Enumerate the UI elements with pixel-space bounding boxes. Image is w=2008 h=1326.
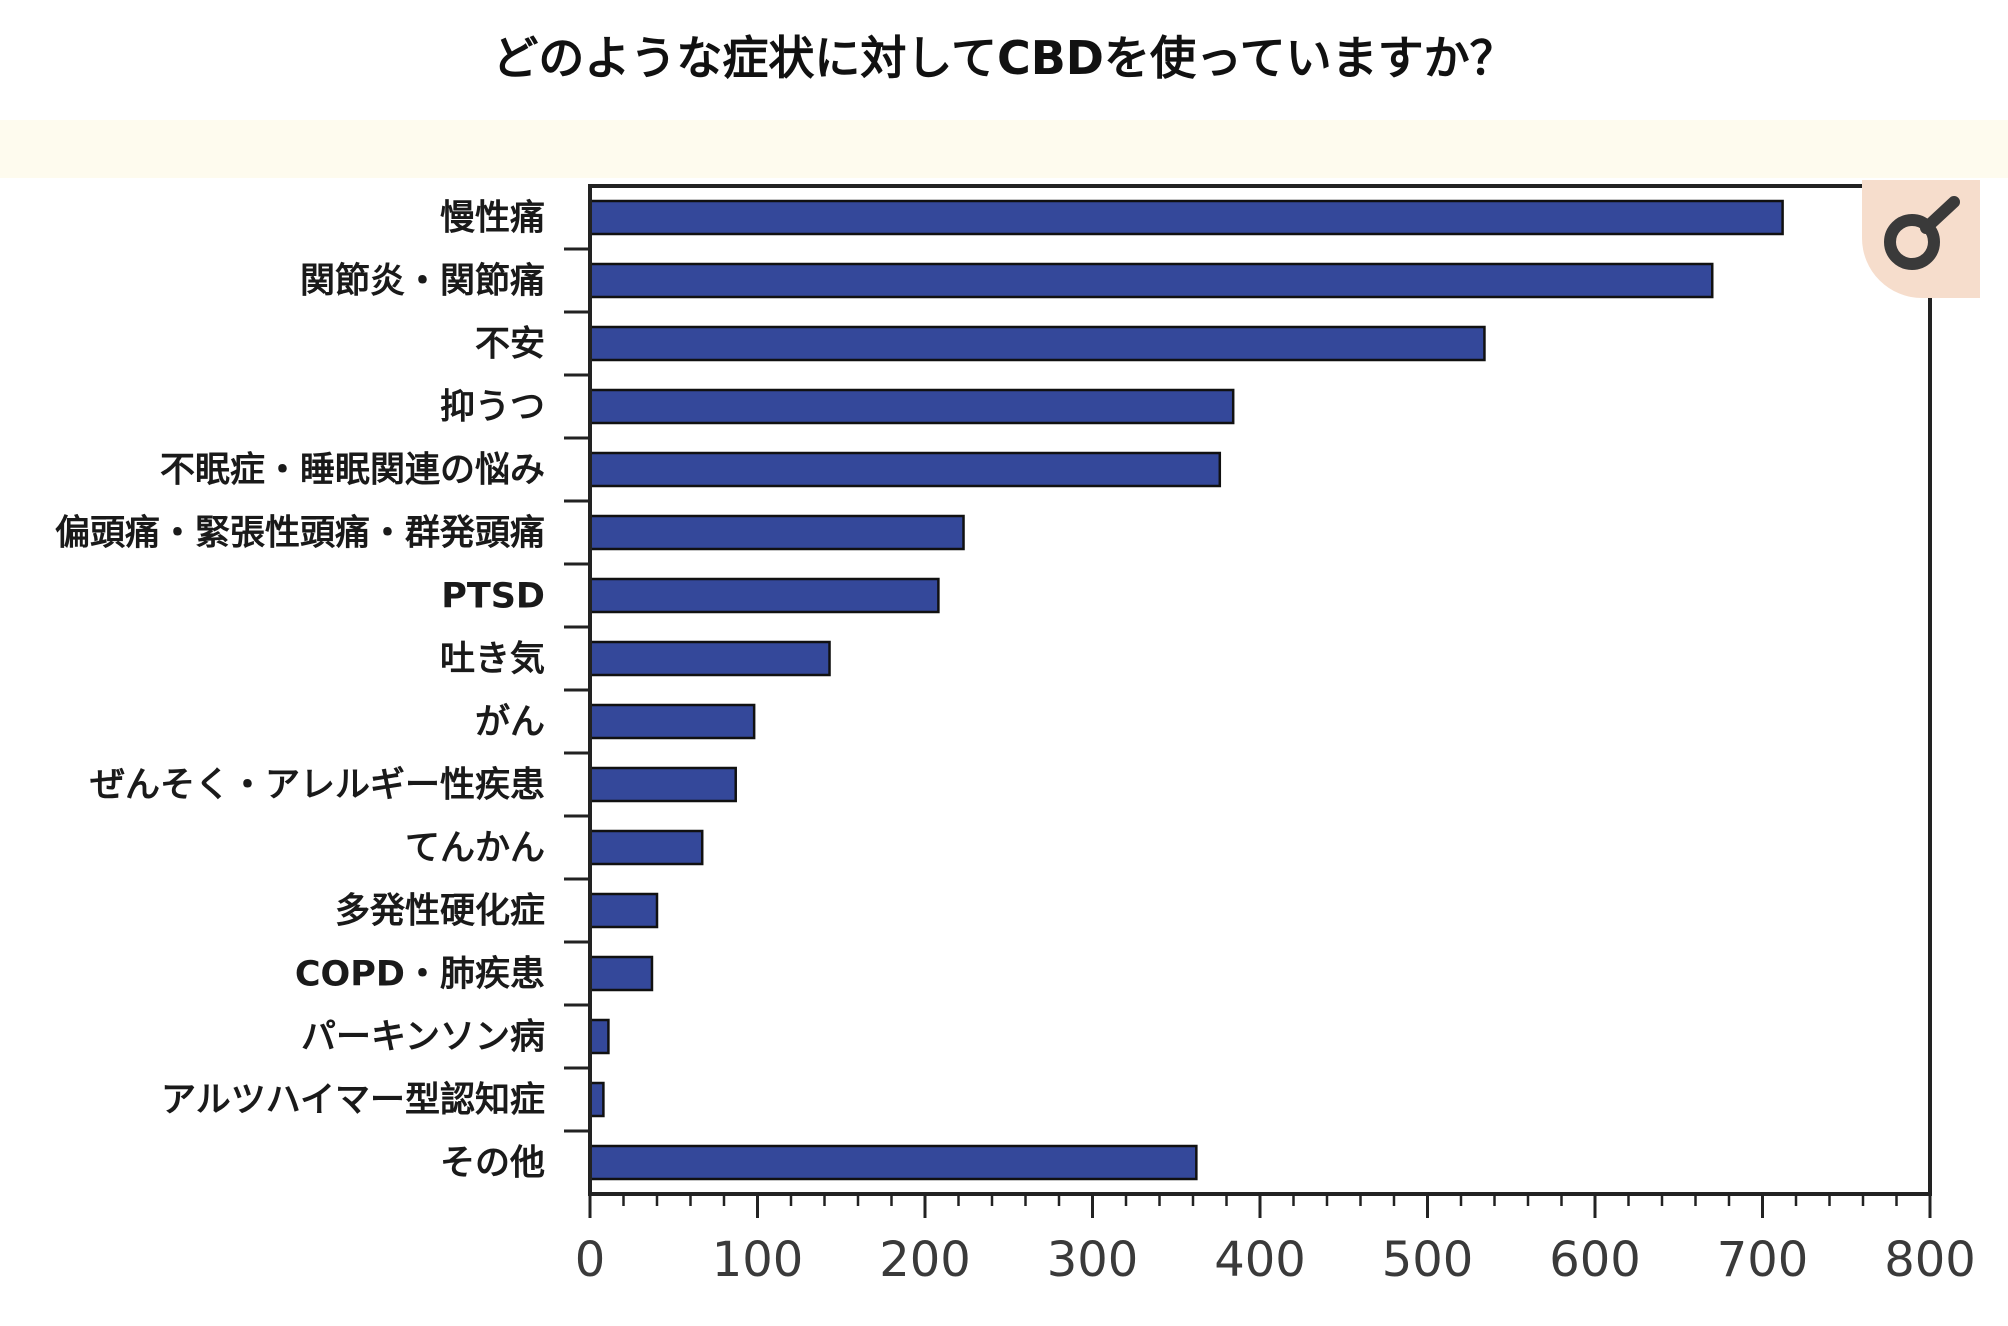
- header-band: [0, 120, 2008, 178]
- x-tick-label-7: 700: [1717, 1232, 1809, 1288]
- category-label-7: 吐き気: [440, 640, 545, 680]
- bar-13: [588, 1018, 610, 1055]
- category-label-15: その他: [440, 1144, 545, 1184]
- bar-4: [588, 451, 1222, 488]
- y-ticks-layer: [564, 247, 590, 1133]
- x-tick-label-8: 800: [1884, 1232, 1976, 1288]
- bar-8: [588, 703, 756, 740]
- category-label-12: COPD・肺疾患: [295, 955, 545, 995]
- bars-layer: [588, 199, 1784, 1181]
- category-label-11: 多発性硬化症: [335, 892, 545, 932]
- category-label-14: アルツハイマー型認知症: [161, 1081, 545, 1121]
- category-label-8: がん: [475, 703, 545, 743]
- x-ticks-layer: 0 100 200 300 400 500 600 700 800: [575, 1194, 1976, 1288]
- bar-5: [588, 514, 965, 551]
- category-labels-layer: 慢性痛関節炎・関節痛不安抑うつ不眠症・睡眠関連の悩み偏頭痛・緊張性頭痛・群発頭痛…: [55, 199, 545, 1184]
- x-tick-label-3: 300: [1047, 1232, 1139, 1288]
- x-tick-label-5: 500: [1382, 1232, 1474, 1288]
- category-label-5: 偏頭痛・緊張性頭痛・群発頭痛: [55, 514, 545, 554]
- bar-9: [588, 766, 737, 803]
- bar-14: [588, 1081, 605, 1118]
- magnifier-icon: [1884, 196, 1960, 270]
- x-tick-label-2: 200: [879, 1232, 971, 1288]
- bar-11: [588, 892, 659, 929]
- x-tick-label-0: 0: [575, 1232, 606, 1288]
- category-label-3: 抑うつ: [440, 388, 545, 428]
- magnifier-badge[interactable]: [1862, 180, 1980, 298]
- category-label-1: 関節炎・関節痛: [300, 262, 545, 302]
- category-label-13: パーキンソン病: [301, 1018, 545, 1058]
- bar-10: [588, 829, 704, 866]
- category-label-0: 慢性痛: [440, 199, 545, 239]
- x-tick-label-1: 100: [712, 1232, 804, 1288]
- category-label-6: PTSD: [441, 577, 545, 617]
- x-tick-label-6: 600: [1549, 1232, 1641, 1288]
- bar-2: [588, 325, 1486, 362]
- category-label-9: ぜんそく・アレルギー性疾患: [90, 766, 545, 806]
- bar-3: [588, 388, 1235, 425]
- bar-15: [588, 1144, 1198, 1181]
- bar-6: [588, 577, 940, 614]
- category-label-4: 不眠症・睡眠関連の悩み: [160, 451, 545, 491]
- chart-title: どのような症状に対してCBDを使っていますか？: [492, 31, 1516, 85]
- x-tick-label-4: 400: [1214, 1232, 1306, 1288]
- category-label-2: 不安: [475, 325, 545, 365]
- bar-12: [588, 955, 654, 992]
- bar-1: [588, 262, 1714, 299]
- bar-7: [588, 640, 831, 677]
- category-label-10: てんかん: [405, 829, 545, 869]
- bar-0: [588, 199, 1784, 236]
